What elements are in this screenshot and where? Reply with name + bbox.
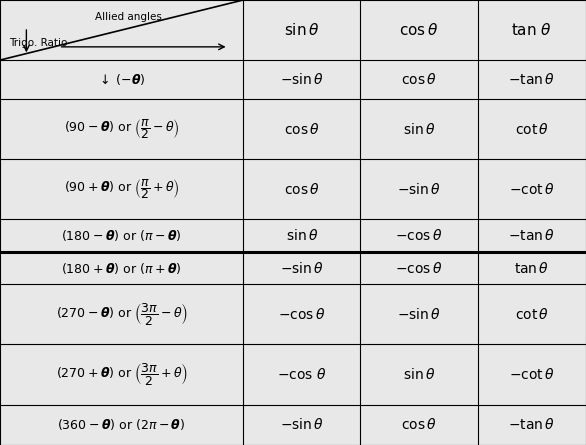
Text: $\downarrow\;(-\boldsymbol{\theta})$: $\downarrow\;(-\boldsymbol{\theta})$ (97, 72, 146, 87)
Text: $-\sin\theta$: $-\sin\theta$ (397, 307, 441, 322)
Text: $(180+\boldsymbol{\theta})$ or $(\pi+\boldsymbol{\theta})$: $(180+\boldsymbol{\theta})$ or $(\pi+\bo… (62, 261, 182, 275)
Text: $\cot\theta$: $\cot\theta$ (515, 307, 549, 322)
Text: $-\tan\theta$: $-\tan\theta$ (509, 417, 555, 432)
Text: $\cot\theta$: $\cot\theta$ (515, 122, 549, 137)
Text: $-\tan\theta$: $-\tan\theta$ (509, 228, 555, 243)
Text: $(90-\boldsymbol{\theta})$ or $\left(\dfrac{\pi}{2}-\theta\right)$: $(90-\boldsymbol{\theta})$ or $\left(\df… (64, 117, 179, 141)
Text: $(270-\boldsymbol{\theta})$ or $\left(\dfrac{3\pi}{2}-\theta\right)$: $(270-\boldsymbol{\theta})$ or $\left(\d… (56, 301, 188, 328)
Text: $\sin\theta$: $\sin\theta$ (284, 22, 319, 38)
Text: $-\cos\theta$: $-\cos\theta$ (278, 307, 325, 322)
Text: $-\cot\theta$: $-\cot\theta$ (509, 367, 554, 382)
Text: $-\cos\theta$: $-\cos\theta$ (396, 261, 442, 275)
Text: $-\cos\theta$: $-\cos\theta$ (396, 228, 442, 243)
Text: $-\tan\theta$: $-\tan\theta$ (509, 72, 555, 87)
Text: $\sin\theta$: $\sin\theta$ (403, 122, 435, 137)
Text: $\cos\theta$: $\cos\theta$ (284, 122, 320, 137)
Text: $\cos\theta$: $\cos\theta$ (401, 417, 437, 432)
Text: $\tan\theta$: $\tan\theta$ (514, 261, 550, 275)
Text: $\cos\theta$: $\cos\theta$ (401, 72, 437, 87)
Text: $-\cos\,\theta$: $-\cos\,\theta$ (277, 367, 326, 382)
Text: $-\sin\theta$: $-\sin\theta$ (280, 261, 324, 275)
Text: $-\sin\theta$: $-\sin\theta$ (397, 182, 441, 197)
Text: $(90+\boldsymbol{\theta})$ or $\left(\dfrac{\pi}{2}+\theta\right)$: $(90+\boldsymbol{\theta})$ or $\left(\df… (64, 178, 179, 201)
Text: $-\sin\theta$: $-\sin\theta$ (280, 417, 324, 432)
Text: Trigo. Ratio: Trigo. Ratio (9, 38, 67, 48)
Text: Allied angles: Allied angles (96, 12, 162, 22)
Text: $\sin\theta$: $\sin\theta$ (285, 228, 318, 243)
Text: $\cos\theta$: $\cos\theta$ (284, 182, 320, 197)
Text: $-\sin\theta$: $-\sin\theta$ (280, 72, 324, 87)
Text: $(270+\boldsymbol{\theta})$ or $\left(\dfrac{3\pi}{2}+\theta\right)$: $(270+\boldsymbol{\theta})$ or $\left(\d… (56, 361, 188, 388)
Text: $(360-\boldsymbol{\theta})$ or $(2\pi-\boldsymbol{\theta})$: $(360-\boldsymbol{\theta})$ or $(2\pi-\b… (57, 417, 186, 432)
Text: $\sin\theta$: $\sin\theta$ (403, 367, 435, 382)
Text: $-\cot\theta$: $-\cot\theta$ (509, 182, 554, 197)
Text: $\cos\theta$: $\cos\theta$ (400, 22, 438, 38)
Text: $(180-\boldsymbol{\theta})$ or $(\pi-\boldsymbol{\theta})$: $(180-\boldsymbol{\theta})$ or $(\pi-\bo… (62, 228, 182, 243)
Text: $\tan\,\theta$: $\tan\,\theta$ (512, 22, 552, 38)
